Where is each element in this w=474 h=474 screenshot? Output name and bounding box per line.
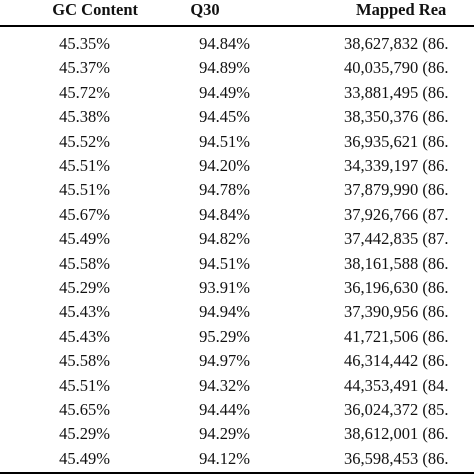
cell-mapped-reads: 33,881,495 (86.: [344, 82, 449, 102]
header-rule: [0, 25, 474, 27]
cell-gc-content: 45.51%: [59, 180, 110, 200]
cell-q30: 94.32%: [199, 375, 250, 395]
header-mapped-reads: Mapped Rea: [356, 0, 447, 19]
cell-gc-content: 45.43%: [59, 326, 110, 346]
cell-gc-content: 45.29%: [59, 424, 110, 444]
cell-gc-content: 45.67%: [59, 204, 110, 224]
cell-gc-content: 45.52%: [59, 131, 110, 151]
cell-mapped-reads: 38,161,588 (86.: [344, 253, 449, 273]
header-q30: Q30: [190, 0, 220, 19]
cell-mapped-reads: 44,353,491 (84.: [344, 375, 449, 395]
cell-gc-content: 45.72%: [59, 82, 110, 102]
cell-q30: 94.51%: [199, 131, 250, 151]
cell-q30: 94.51%: [199, 253, 250, 273]
cell-gc-content: 45.49%: [59, 229, 110, 249]
cell-gc-content: 45.49%: [59, 448, 110, 468]
cell-mapped-reads: 41,721,506 (86.: [344, 326, 449, 346]
cell-mapped-reads: 37,390,956 (86.: [344, 302, 449, 322]
cell-q30: 94.97%: [199, 351, 250, 371]
cell-mapped-reads: 37,926,766 (87.: [344, 204, 449, 224]
cell-mapped-reads: 38,350,376 (86.: [344, 107, 449, 127]
cell-mapped-reads: 34,339,197 (86.: [344, 156, 449, 175]
cell-mapped-reads: 36,196,630 (86.: [344, 278, 449, 297]
cell-q30: 94.49%: [199, 82, 250, 102]
cell-gc-content: 45.51%: [59, 375, 110, 395]
cell-q30: 94.89%: [199, 58, 250, 78]
cell-gc-content: 45.43%: [59, 302, 110, 322]
cell-gc-content: 45.58%: [59, 351, 110, 371]
cell-mapped-reads: 36,935,621 (86.: [344, 131, 449, 151]
cell-q30: 95.29%: [199, 326, 250, 346]
cell-mapped-reads: 38,612,001 (86.: [344, 424, 449, 444]
cell-q30: 94.45%: [199, 107, 250, 127]
cell-q30: 94.29%: [199, 424, 250, 444]
cell-q30: 93.91%: [199, 278, 250, 297]
cell-gc-content: 45.38%: [59, 107, 110, 127]
cell-q30: 94.78%: [199, 180, 250, 200]
cell-q30: 94.44%: [199, 400, 250, 419]
cell-q30: 94.84%: [199, 34, 250, 53]
cell-mapped-reads: 36,598,453 (86.: [344, 448, 449, 468]
cell-mapped-reads: 46,314,442 (86.: [344, 351, 449, 371]
cell-gc-content: 45.58%: [59, 253, 110, 273]
cell-q30: 94.12%: [199, 448, 250, 468]
header-gc-content: GC Content: [52, 0, 138, 19]
cell-mapped-reads: 37,879,990 (86.: [344, 180, 449, 200]
cell-mapped-reads: 37,442,835 (87.: [344, 229, 449, 249]
cell-mapped-reads: 40,035,790 (86.: [344, 58, 449, 78]
cell-gc-content: 45.29%: [59, 278, 110, 297]
cell-q30: 94.94%: [199, 302, 250, 322]
cell-q30: 94.20%: [199, 156, 250, 175]
cell-q30: 94.84%: [199, 204, 250, 224]
bottom-rule: [0, 472, 474, 474]
cell-mapped-reads: 36,024,372 (85.: [344, 400, 449, 419]
cell-mapped-reads: 38,627,832 (86.: [344, 34, 449, 53]
cell-gc-content: 45.65%: [59, 400, 110, 419]
cell-q30: 94.82%: [199, 229, 250, 249]
cell-gc-content: 45.51%: [59, 156, 110, 175]
cell-gc-content: 45.37%: [59, 58, 110, 78]
cell-gc-content: 45.35%: [59, 34, 110, 53]
